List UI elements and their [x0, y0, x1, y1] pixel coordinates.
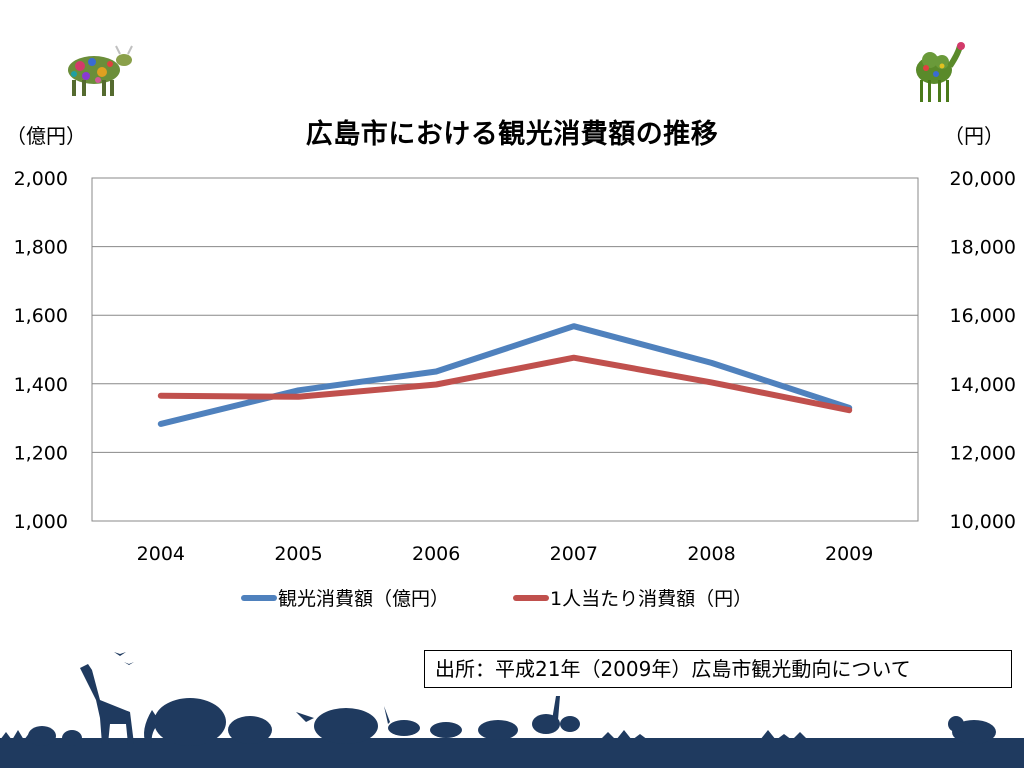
camel-illustration	[916, 42, 965, 102]
series-line-2	[157, 354, 853, 414]
series-lines	[157, 323, 853, 427]
left-tick-label: 1,000	[14, 511, 68, 533]
cow-illustration	[68, 45, 133, 96]
plot-frame	[91, 177, 919, 522]
x-tick-label: 2006	[412, 543, 460, 565]
right-tick-label: 16,000	[950, 305, 1016, 327]
legend-label: 1人当たり消費額（円）	[550, 588, 752, 610]
x-tick-label: 2009	[825, 543, 873, 565]
source-note: 出所：平成21年（2009年）広島市観光動向について	[424, 650, 1012, 688]
chart-title: 広島市における観光消費額の推移	[305, 119, 719, 150]
series-line-1	[157, 323, 853, 427]
right-tick-label: 14,000	[950, 374, 1016, 396]
right-tick-label: 20,000	[950, 168, 1016, 190]
left-tick-label: 1,200	[14, 442, 68, 464]
left-axis-unit: （億円）	[6, 124, 86, 148]
right-tick-label: 10,000	[950, 511, 1016, 533]
animal-silhouettes-banner	[0, 652, 1024, 768]
right-tick-label: 18,000	[950, 237, 1016, 259]
right-axis-ticks: 10,000 12,000 14,000 16,000 18,000 20,000	[950, 168, 1016, 533]
left-tick-label: 1,800	[14, 237, 68, 259]
x-tick-label: 2007	[550, 543, 598, 565]
x-tick-label: 2008	[687, 543, 735, 565]
right-axis-unit: （円）	[944, 124, 1004, 148]
left-tick-label: 1,400	[14, 374, 68, 396]
legend-label: 観光消費額（億円）	[278, 588, 449, 610]
x-tick-label: 2004	[137, 543, 185, 565]
x-axis-ticks: 2004 2005 2006 2007 2008 2009	[137, 543, 874, 565]
right-tick-label: 12,000	[950, 442, 1016, 464]
line-chart: 1,000 1,200 1,400 1,600 1,800 2,000 10,000 12,…	[14, 168, 1016, 610]
left-tick-label: 2,000	[14, 168, 68, 190]
x-tick-label: 2005	[274, 543, 322, 565]
legend: 観光消費額（億円） 1人当たり消費額（円）	[241, 588, 752, 610]
left-tick-label: 1,600	[14, 305, 68, 327]
left-axis-ticks: 1,000 1,200 1,400 1,600 1,800 2,000	[14, 168, 68, 533]
